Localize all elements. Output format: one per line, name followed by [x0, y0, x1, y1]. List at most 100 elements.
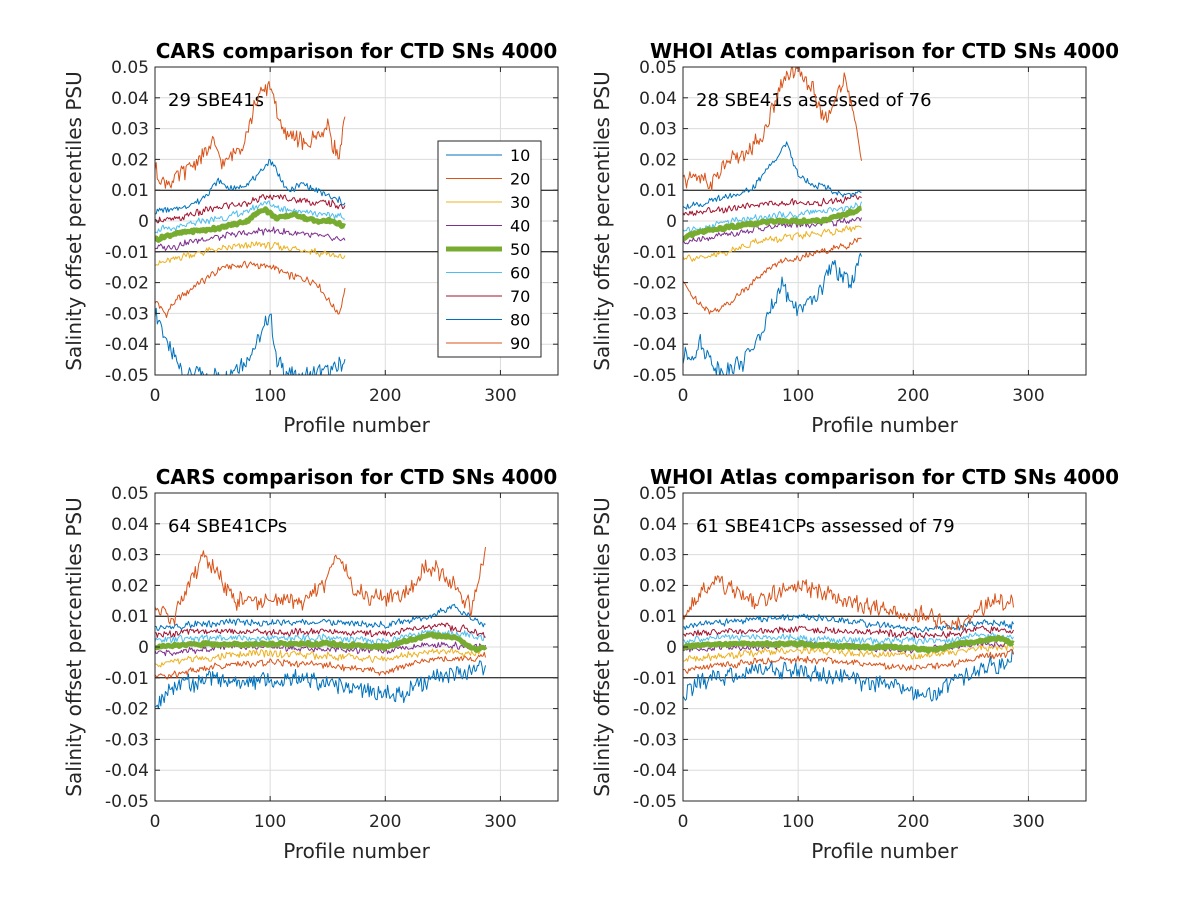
- y-tick-label: -0.04: [105, 335, 149, 355]
- y-axis-label: Salinity offset percentiles PSU: [62, 497, 86, 796]
- panel-title: CARS comparison for CTD SNs 4000: [156, 465, 558, 489]
- y-tick-label: -0.03: [633, 730, 677, 750]
- legend: 10 20 30 40 50 60 70 80 90: [437, 140, 542, 358]
- series-line-80: [683, 141, 862, 210]
- series-line-40: [683, 217, 862, 245]
- series-line-80: [683, 613, 1014, 633]
- y-tick-label: 0.02: [111, 150, 149, 170]
- series-line-20: [683, 237, 862, 315]
- y-tick-label: 0.03: [111, 120, 149, 140]
- x-tick-label: 300: [1012, 812, 1044, 832]
- series-line-70: [683, 194, 862, 216]
- series-line-10: [683, 252, 862, 375]
- y-tick-label: 0.01: [639, 181, 677, 201]
- y-tick-label: 0.03: [639, 120, 677, 140]
- series-line-30: [155, 241, 346, 266]
- panel-annotation: 29 SBE41s: [168, 90, 264, 111]
- x-tick-label: 200: [369, 812, 401, 832]
- series-line-20: [155, 260, 346, 318]
- series-line-30: [683, 225, 862, 262]
- series-group: [155, 547, 558, 709]
- y-tick-label: -0.03: [105, 304, 149, 324]
- series-line-40: [155, 641, 486, 657]
- legend-label: 70: [510, 287, 530, 306]
- series-line-20: [155, 651, 486, 680]
- series-line-50: [683, 205, 863, 242]
- x-axis-label: Profile number: [811, 839, 958, 863]
- y-tick-label: 0.03: [111, 546, 149, 566]
- y-tick-label: 0: [138, 638, 149, 658]
- y-tick-label: 0.05: [639, 484, 677, 504]
- y-tick-label: -0.02: [105, 700, 149, 720]
- y-tick-label: 0.01: [111, 607, 149, 627]
- panel-whoi-sbe41cp: WHOI Atlas comparison for CTD SNs 4000 6…: [590, 465, 1119, 863]
- x-tick-label: 0: [678, 386, 689, 406]
- y-tick-label: 0.01: [639, 607, 677, 627]
- y-tick-label: -0.04: [633, 335, 677, 355]
- panel-title: CARS comparison for CTD SNs 4000: [156, 39, 558, 63]
- panel-annotation: 61 SBE41CPs assessed of 79: [696, 516, 955, 537]
- panel-annotation: 64 SBE41CPs: [168, 516, 287, 537]
- series-line-10: [155, 307, 346, 375]
- series-line-30: [155, 646, 486, 668]
- series-group: [683, 67, 1086, 375]
- series-line-80: [155, 603, 486, 631]
- series-line-70: [155, 622, 486, 638]
- y-tick-label: -0.01: [105, 669, 149, 689]
- y-tick-label: 0.05: [111, 58, 149, 78]
- series-line-10: [683, 649, 1014, 702]
- y-tick-label: 0.01: [111, 181, 149, 201]
- series-line-50: [155, 206, 347, 243]
- x-tick-label: 300: [484, 812, 516, 832]
- series-line-60: [683, 201, 862, 233]
- series-line-10: [155, 660, 486, 709]
- y-axis-label: Salinity offset percentiles PSU: [62, 71, 86, 370]
- legend-label: 60: [510, 264, 530, 283]
- series-line-80: [155, 158, 346, 215]
- y-tick-label: -0.05: [105, 792, 149, 812]
- y-tick-label: -0.02: [633, 274, 677, 294]
- legend-label: 80: [510, 311, 530, 330]
- x-tick-label: 200: [369, 386, 401, 406]
- y-tick-label: -0.03: [105, 730, 149, 750]
- legend-label: 10: [510, 146, 530, 165]
- y-tick-label: -0.02: [105, 274, 149, 294]
- series-line-50: [683, 634, 1015, 654]
- series-line-70: [155, 194, 346, 224]
- legend-label: 20: [510, 170, 530, 189]
- y-tick-label: -0.01: [633, 243, 677, 263]
- y-axis-label: Salinity offset percentiles PSU: [590, 71, 614, 370]
- y-tick-label: 0: [666, 638, 677, 658]
- y-tick-label: 0.02: [639, 150, 677, 170]
- x-tick-label: 0: [150, 386, 161, 406]
- series-line-30: [683, 642, 1014, 662]
- x-axis-label: Profile number: [283, 413, 430, 437]
- x-tick-label: 100: [782, 812, 814, 832]
- x-axis-label: Profile number: [283, 839, 430, 863]
- x-tick-label: 200: [897, 812, 929, 832]
- y-tick-label: 0.05: [639, 58, 677, 78]
- y-tick-label: 0.05: [111, 484, 149, 504]
- x-tick-label: 100: [254, 812, 286, 832]
- x-axis-label: Profile number: [811, 413, 958, 437]
- series-line-20: [683, 648, 1014, 674]
- series-line-90: [155, 80, 346, 189]
- y-tick-label: -0.04: [633, 761, 677, 781]
- series-line-60: [155, 629, 486, 645]
- y-tick-label: -0.01: [633, 669, 677, 689]
- legend-label: 90: [510, 334, 530, 353]
- x-tick-label: 300: [484, 386, 516, 406]
- y-tick-label: 0.04: [111, 89, 149, 109]
- panel-title: WHOI Atlas comparison for CTD SNs 4000: [650, 465, 1119, 489]
- legend-label: 50: [510, 240, 530, 259]
- series-line-90: [683, 575, 1014, 631]
- y-tick-label: -0.02: [633, 700, 677, 720]
- x-tick-label: 200: [897, 386, 929, 406]
- panel-title: WHOI Atlas comparison for CTD SNs 4000: [650, 39, 1119, 63]
- legend-label: 40: [510, 217, 530, 236]
- series-line-90: [155, 547, 486, 626]
- series-line-60: [683, 632, 1014, 646]
- y-tick-label: 0.03: [639, 546, 677, 566]
- x-tick-label: 0: [150, 812, 161, 832]
